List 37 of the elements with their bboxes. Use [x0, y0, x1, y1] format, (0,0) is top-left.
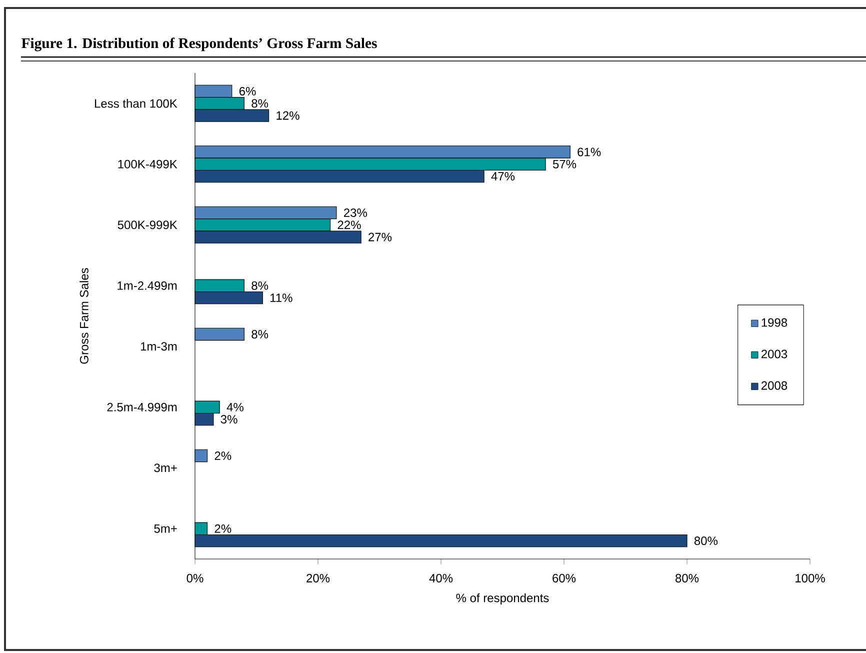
data-label: 3%: [220, 415, 238, 424]
data-label: 23%: [344, 208, 367, 217]
y-tick-label: 5m+: [154, 524, 177, 533]
legend-label: 2003: [762, 350, 788, 358]
y-axis-title: Gross Farm Sales: [80, 268, 88, 364]
y-tick-label: Less than 100K: [94, 98, 178, 108]
x-tick-label: 0%: [186, 574, 204, 582]
data-label: 12%: [276, 111, 300, 120]
data-label: 22%: [338, 220, 361, 230]
x-tick-label: 40%: [429, 574, 453, 582]
x-axis-title: % of respondents: [456, 593, 549, 605]
y-tick-label: 100K-499K: [118, 160, 178, 168]
y-tick-label: 2.5m-4.999m: [107, 402, 177, 412]
y-tick-label: 3m+: [154, 464, 177, 472]
data-label: 11%: [270, 294, 292, 302]
y-tick-label: 500K-999K: [118, 220, 178, 230]
legend-label: 2008: [762, 381, 788, 390]
y-tick-label: 1m-3m: [140, 342, 177, 351]
y-tick-label: 1m-2.499m: [118, 281, 177, 290]
data-label: 47%: [491, 172, 515, 180]
chart-title: Figure 1. Distribution of Respondents’ Gross Farm Sales: [22, 38, 377, 52]
data-label: 8%: [252, 330, 268, 338]
data-label: 80%: [694, 536, 718, 546]
x-tick-label: 60%: [552, 574, 576, 582]
data-label: 8%: [252, 99, 268, 108]
data-label: 27%: [368, 232, 392, 242]
data-label: 2%: [214, 452, 232, 460]
data-label: 4%: [226, 402, 244, 412]
data-label: 61%: [578, 148, 601, 156]
data-label: 57%: [552, 160, 576, 168]
data-label: 2%: [214, 524, 232, 533]
x-tick-label: 20%: [306, 574, 330, 582]
data-label: 6%: [239, 86, 256, 96]
x-tick-label: 100%: [796, 574, 825, 582]
x-tick-label: 80%: [676, 574, 699, 582]
data-label: 8%: [252, 281, 268, 290]
legend-label: 1998: [762, 318, 788, 327]
